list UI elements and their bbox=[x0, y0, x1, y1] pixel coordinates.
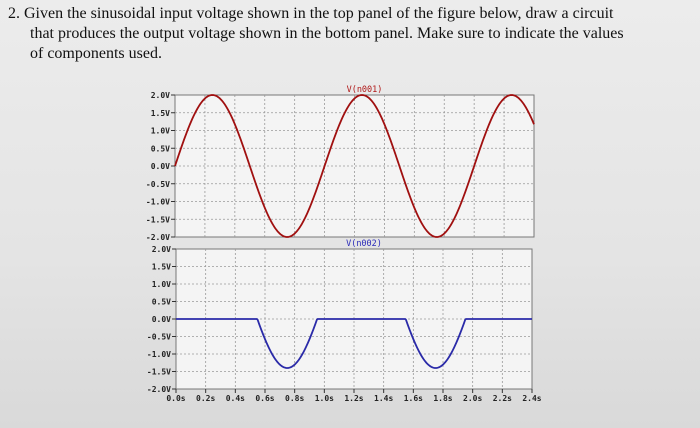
series-line bbox=[174, 94, 535, 238]
question-line-1: 2. Given the sinusoidal input voltage sh… bbox=[8, 4, 698, 24]
y-tick-label: 0.5V bbox=[151, 144, 170, 153]
plot-title: V(n002) bbox=[346, 239, 382, 249]
x-tick-label: 0.2s bbox=[196, 394, 215, 403]
x-tick-label: 2.0s bbox=[463, 394, 482, 403]
y-tick-label: -1.5V bbox=[146, 215, 170, 224]
x-tick-label: 1.2s bbox=[344, 394, 363, 403]
x-tick-label: 1.6s bbox=[404, 394, 423, 403]
x-tick-label: 1.4s bbox=[374, 394, 393, 403]
y-tick-label: 1.5V bbox=[151, 109, 170, 118]
plot-title: V(n001) bbox=[347, 85, 383, 95]
y-tick-label: 0.0V bbox=[152, 315, 171, 324]
x-tick-label: 0.4s bbox=[226, 394, 245, 403]
y-tick-label: -1.0V bbox=[147, 350, 171, 359]
y-tick-label: 1.0V bbox=[151, 127, 170, 136]
series-line bbox=[176, 318, 532, 369]
x-tick-label: 0.6s bbox=[255, 394, 274, 403]
x-tick-label: 1.8s bbox=[433, 394, 452, 403]
y-tick-label: -1.5V bbox=[147, 368, 171, 377]
y-tick-label: -0.5V bbox=[146, 180, 170, 189]
y-tick-label: 1.0V bbox=[152, 280, 171, 289]
y-tick-label: -0.5V bbox=[147, 333, 171, 342]
question-line-2: that produces the output voltage shown i… bbox=[30, 25, 624, 42]
y-tick-label: -2.0V bbox=[147, 385, 171, 394]
y-tick-label: 2.0V bbox=[152, 245, 171, 254]
question-text: 2. Given the sinusoidal input voltage sh… bbox=[8, 4, 698, 64]
x-tick-label: 2.2s bbox=[493, 394, 512, 403]
question-line-3: of components used. bbox=[30, 45, 162, 62]
x-tick-label: 2.4s bbox=[522, 394, 541, 403]
x-tick-label: 1.0s bbox=[315, 394, 334, 403]
question-line-1-text: Given the sinusoidal input voltage shown… bbox=[24, 5, 614, 22]
y-tick-label: -1.0V bbox=[146, 198, 170, 207]
x-tick-label: 0.0s bbox=[166, 394, 185, 403]
x-tick-label: 0.8s bbox=[285, 394, 304, 403]
question-number: 2. bbox=[8, 5, 20, 22]
y-tick-label: -2.0V bbox=[146, 233, 170, 242]
y-tick-label: 0.5V bbox=[152, 298, 171, 307]
y-tick-label: 0.0V bbox=[151, 162, 170, 171]
y-tick-label: 2.0V bbox=[151, 91, 170, 100]
y-tick-label: 1.5V bbox=[152, 263, 171, 272]
